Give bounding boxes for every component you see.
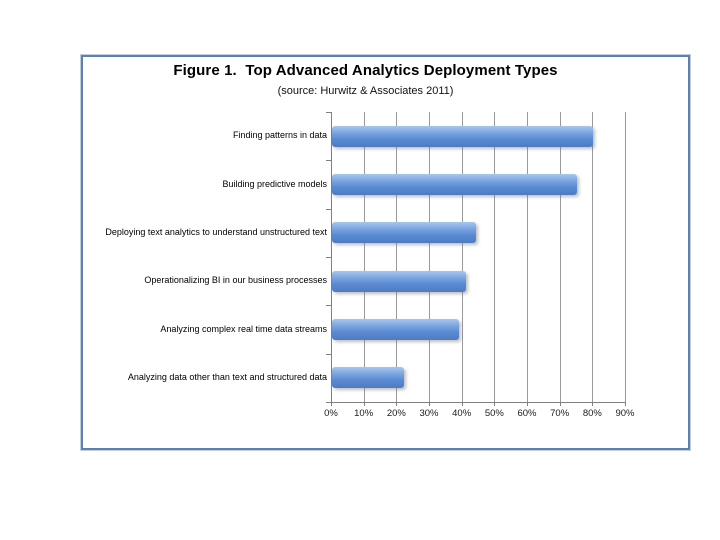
category-label: Building predictive models xyxy=(222,178,327,189)
gridline xyxy=(527,112,528,402)
category-axis-tick-mark xyxy=(326,353,331,355)
x-axis-tick-mark xyxy=(429,402,430,406)
x-axis-tick-label: 80% xyxy=(582,408,602,419)
x-axis-tick-mark xyxy=(331,402,332,406)
gridline xyxy=(592,112,594,402)
category-axis-tick-mark xyxy=(326,305,331,307)
category-label: Operationalizing BI in our business proc… xyxy=(144,275,327,286)
category-label: Analyzing complex real time data streams xyxy=(160,323,327,334)
category-label: Analyzing data other than text and struc… xyxy=(127,371,327,382)
category-labels: Finding patterns in data Building predict… xyxy=(85,112,327,402)
category-label: Deploying text analytics to understand u… xyxy=(105,226,327,237)
bar xyxy=(332,125,594,147)
category-axis-tick-mark xyxy=(326,402,331,403)
category-label: Finding patterns in data xyxy=(232,130,327,141)
x-axis-tick-labels: 0% 10% 20% 30% 40% 50% 60% 70% 80% 90% xyxy=(324,408,634,422)
category-axis-tick-mark xyxy=(326,208,331,210)
x-axis-tick-mark xyxy=(559,402,561,406)
gridline xyxy=(429,112,430,402)
x-axis-tick-mark xyxy=(461,402,463,406)
bar xyxy=(332,270,466,292)
x-axis-tick-label: 30% xyxy=(419,408,439,419)
category-axis-tick-mark xyxy=(326,112,331,113)
gridline xyxy=(363,112,365,402)
x-axis-tick-label: 90% xyxy=(615,408,635,419)
x-axis-tick-label: 0% xyxy=(324,408,338,419)
slide-frame: Figure 1. Top Advanced Analytics Deploym… xyxy=(81,55,690,450)
category-axis-tick-mark xyxy=(326,160,331,162)
bar xyxy=(332,319,460,340)
bar xyxy=(332,174,577,195)
x-axis-tick-label: 40% xyxy=(452,408,472,419)
value-axis-line xyxy=(331,112,332,402)
gridline xyxy=(461,112,463,402)
x-axis-tick-mark xyxy=(592,402,594,406)
gridline xyxy=(559,112,561,402)
x-axis-tick-label: 10% xyxy=(354,408,374,419)
x-axis-tick-mark xyxy=(363,402,365,406)
x-axis-tick-label: 60% xyxy=(517,408,537,419)
gridline xyxy=(625,112,626,402)
x-axis-tick-mark xyxy=(527,402,528,406)
x-axis-tick-label: 20% xyxy=(386,408,406,419)
chart-title: Figure 1. Top Advanced Analytics Deploym… xyxy=(173,62,558,79)
gridline xyxy=(396,112,398,402)
chart-subtitle: (source: Hurwitz & Associates 2011) xyxy=(277,85,454,97)
plot-area xyxy=(326,112,626,406)
x-axis-tick-label: 70% xyxy=(550,408,570,419)
bar xyxy=(332,367,404,389)
category-axis-tick-mark xyxy=(326,257,331,258)
x-axis-tick-mark xyxy=(494,402,496,406)
gridline xyxy=(494,112,496,402)
x-axis-tick-mark xyxy=(396,402,398,406)
x-axis-tick-mark xyxy=(625,402,626,406)
x-axis-tick-label: 50% xyxy=(484,408,504,419)
bar xyxy=(332,222,476,244)
